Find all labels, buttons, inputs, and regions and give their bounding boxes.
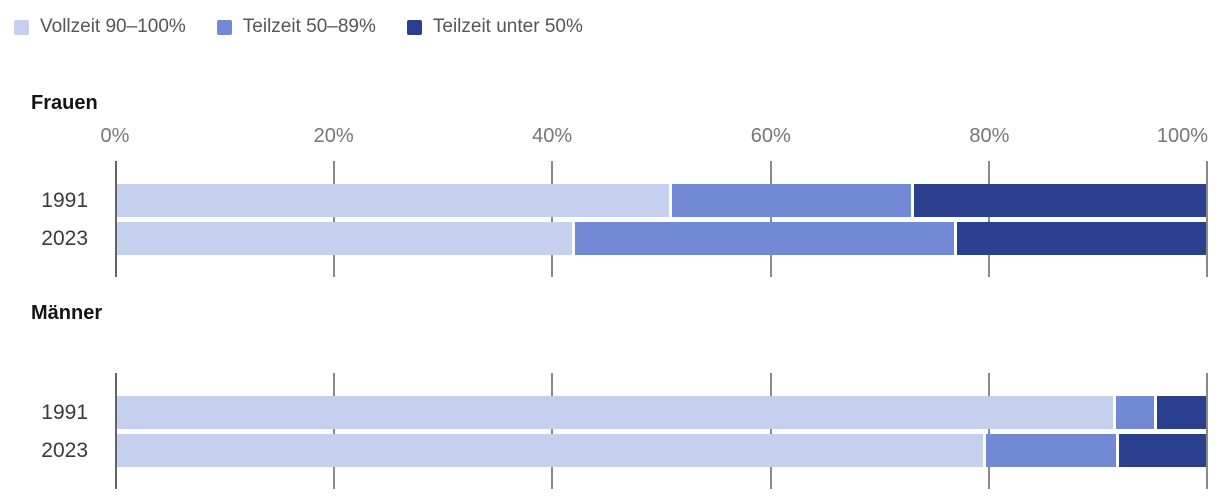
legend-item-teilzeit-50-89: Teilzeit 50–89% — [216, 16, 376, 38]
gridline-80 — [988, 161, 991, 277]
gridline-100 — [1206, 161, 1208, 277]
bar-segment-teilzeit-unter-50 — [1157, 396, 1206, 429]
axis-tick-label: 80% — [969, 125, 1010, 147]
legend-item-teilzeit-unter-50: Teilzeit unter 50% — [406, 16, 583, 38]
gridline-40 — [551, 373, 554, 489]
axis-tick-label: 100% — [1156, 125, 1208, 147]
bar-segment-teilzeit-50-89 — [1116, 396, 1155, 429]
gridline-0 — [115, 373, 117, 489]
bar-segment-teilzeit-unter-50 — [1119, 434, 1206, 467]
gridline-20 — [332, 373, 335, 489]
bar-segment-teilzeit-50-89 — [574, 222, 954, 255]
bar-segment-teilzeit-50-89 — [986, 434, 1117, 467]
legend-label: Teilzeit 50–89% — [242, 16, 376, 37]
row-label-2023: 2023 — [41, 227, 88, 250]
row-label-1991: 1991 — [41, 401, 88, 424]
section-maenner: Männer 1991 2023 — [0, 302, 1220, 489]
gridline-80 — [988, 373, 991, 489]
bar-row-frauen-1991 — [117, 184, 1206, 217]
axis-tick-label: 60% — [750, 125, 791, 147]
axis-tick-label: 0% — [100, 125, 130, 147]
bar-segment-teilzeit-unter-50 — [956, 222, 1206, 255]
gridline-0 — [115, 161, 117, 277]
plot-maenner: 1991 2023 — [41, 373, 1208, 489]
section-title-maenner: Männer — [31, 302, 103, 324]
legend-item-vollzeit-90-100: Vollzeit 90–100% — [14, 16, 186, 38]
bar-segment-vollzeit-90-100 — [117, 222, 572, 255]
gridline-60 — [769, 373, 772, 489]
bar-segment-vollzeit-90-100 — [117, 396, 1114, 429]
row-label-1991: 1991 — [41, 189, 88, 212]
legend-label: Vollzeit 90–100% — [40, 16, 186, 37]
section-frauen: Frauen 0% 20% 40% 60% 80% 100% 1991 2023 — [0, 92, 1220, 277]
bar-segment-teilzeit-50-89 — [672, 184, 911, 217]
bar-segment-vollzeit-90-100 — [117, 184, 670, 217]
plot-frauen: 1991 2023 — [41, 161, 1208, 277]
row-label-2023: 2023 — [41, 439, 88, 462]
gridline-40 — [551, 161, 554, 277]
bar-row-männer-2023 — [117, 434, 1206, 467]
legend-label: Teilzeit unter 50% — [432, 16, 583, 37]
bar-row-frauen-2023 — [117, 222, 1206, 255]
section-title-frauen: Frauen — [31, 92, 98, 114]
axis-tick-label: 20% — [313, 125, 354, 147]
axis-tick-label: 40% — [532, 125, 573, 147]
bar-segment-teilzeit-unter-50 — [913, 184, 1206, 217]
gridline-60 — [769, 161, 772, 277]
legend-swatch-icon — [216, 19, 232, 35]
bar-segment-vollzeit-90-100 — [117, 434, 984, 467]
legend-swatch-icon — [406, 19, 422, 35]
gridline-100 — [1206, 373, 1208, 489]
bar-row-männer-1991 — [117, 396, 1206, 429]
legend-swatch-icon — [14, 19, 29, 35]
gridline-20 — [332, 161, 335, 277]
legend: Vollzeit 90–100% Teilzeit 50–89% Teilzeit … — [0, 0, 1220, 38]
x-axis-labels: 0% 20% 40% 60% 80% 100% — [101, 125, 1208, 149]
